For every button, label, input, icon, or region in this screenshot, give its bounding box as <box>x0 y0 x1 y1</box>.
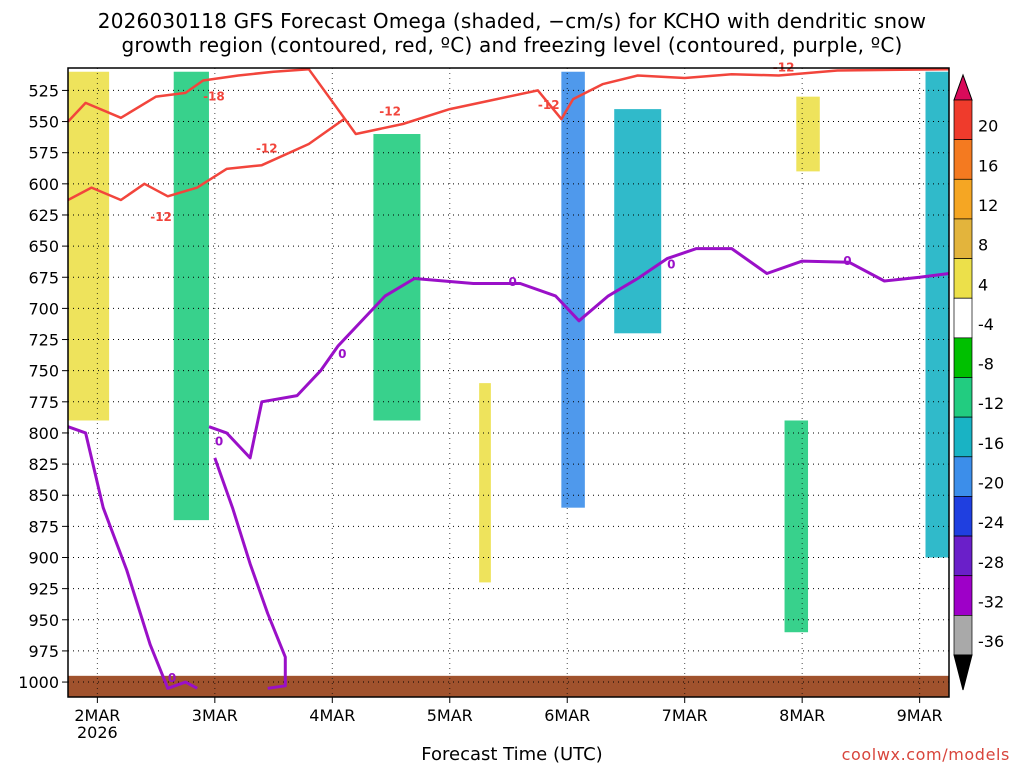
dgz-contour-label-0: -18 <box>203 89 225 103</box>
colorbar-top-arrow <box>953 73 973 101</box>
colorbar-segment-9 <box>953 416 973 458</box>
omega-shaded-region-0 <box>173 71 209 521</box>
y-tick-label-8: 725 <box>28 331 59 350</box>
omega-shaded-region-7 <box>479 383 491 583</box>
omega-shaded-region-2 <box>561 71 585 508</box>
omega-shaded-region-1 <box>373 134 421 421</box>
y-tick-label-5: 650 <box>28 237 59 256</box>
colorbar-label-3: 8 <box>978 236 988 255</box>
colorbar-segment-3 <box>953 178 973 220</box>
dgz-contour-lower <box>67 118 345 202</box>
y-tick-label-12: 825 <box>28 455 59 474</box>
colorbar-segment-4 <box>953 218 973 259</box>
y-tick-label-11: 800 <box>28 424 59 443</box>
freezing-level-contour-lower <box>213 457 287 690</box>
chart-title-line-1: 2026030118 GFS Forecast Omega (shaded, −… <box>97 9 927 33</box>
plot-frame <box>67 67 950 698</box>
colorbar-label-4: 4 <box>978 275 988 294</box>
colorbar-segment-8 <box>953 377 973 418</box>
y-tick-label-7: 700 <box>28 299 59 318</box>
x-tick-label-5: 7MAR <box>662 706 708 725</box>
y-tick-label-19: 1000 <box>18 673 59 692</box>
x-tick-label-2: 4MAR <box>309 706 355 725</box>
freezing-contour-label-2: 0 <box>667 258 675 272</box>
colorbar-segment-1 <box>953 99 973 140</box>
colorbar-segment-11 <box>953 496 973 537</box>
freezing-contour-label-3: 0 <box>843 254 851 268</box>
colorbar-label-5: -4 <box>978 315 994 334</box>
credit-link[interactable]: coolwx.com/models <box>841 745 1010 764</box>
y-tick-label-0: 525 <box>28 81 59 100</box>
dgz-contour-label-3: -12 <box>379 104 401 118</box>
omega-shaded-region-5 <box>925 71 949 558</box>
colorbar-label-1: 16 <box>978 156 998 175</box>
colorbar-label-2: 12 <box>978 196 998 215</box>
colorbar-label-12: -32 <box>978 592 1004 611</box>
freezing-level-contour-main <box>208 247 950 460</box>
ground-band <box>68 675 949 697</box>
dgz-contour-label-2: -12 <box>256 142 278 156</box>
freezing-level-contour-west <box>67 425 198 690</box>
dgz-contour-upper <box>67 67 950 136</box>
colorbar-segment-13 <box>953 575 973 616</box>
colorbar-segment-12 <box>953 535 973 577</box>
colorbar-segment-2 <box>953 139 973 180</box>
dgz-contour-label-4: -12 <box>538 98 560 112</box>
x-tick-label-7: 9MAR <box>897 706 943 725</box>
y-tick-label-17: 950 <box>28 611 59 630</box>
colorbar-label-9: -20 <box>978 474 1004 493</box>
y-tick-label-1: 550 <box>28 113 59 132</box>
freezing-contour-label-1: 0 <box>509 275 517 289</box>
x-axis-title: Forecast Time (UTC) <box>421 744 603 765</box>
y-tick-label-15: 900 <box>28 548 59 567</box>
x-tick-label-1: 3MAR <box>192 706 238 725</box>
dgz-contour-label-1: -12 <box>150 210 172 224</box>
y-tick-label-14: 875 <box>28 517 59 536</box>
y-tick-label-2: 575 <box>28 144 59 163</box>
omega-shaded-region-8 <box>796 96 820 172</box>
y-tick-label-16: 925 <box>28 580 59 599</box>
x-tick-label-4: 6MAR <box>544 706 590 725</box>
chart-title-line-2: growth region (contoured, red, ºC) and f… <box>121 33 903 57</box>
colorbar-label-7: -12 <box>978 394 1004 413</box>
y-tick-label-10: 775 <box>28 393 59 412</box>
colorbar-label-13: -36 <box>978 632 1004 651</box>
colorbar-segment-14 <box>953 615 973 656</box>
y-tick-label-13: 850 <box>28 486 59 505</box>
freezing-contour-label-4: 0 <box>215 434 223 448</box>
x-tick-label-6: 8MAR <box>779 706 825 725</box>
x-tick-sublabel: 2026 <box>77 723 118 742</box>
colorbar-bottom-arrow <box>953 654 973 691</box>
colorbar-label-11: -28 <box>978 553 1004 572</box>
y-tick-label-4: 625 <box>28 206 59 225</box>
x-tick-label-0: 2MAR <box>74 706 120 725</box>
freezing-contour-label-5: 0 <box>168 671 176 685</box>
y-tick-label-3: 600 <box>28 175 59 194</box>
colorbar-label-8: -16 <box>978 434 1004 453</box>
colorbar-segment-7 <box>953 337 973 378</box>
colorbar-label-6: -8 <box>978 355 994 374</box>
colorbar-label-10: -24 <box>978 513 1004 532</box>
y-tick-label-9: 750 <box>28 362 59 381</box>
colorbar-segment-10 <box>953 456 973 497</box>
y-tick-label-18: 975 <box>28 642 59 661</box>
colorbar-label-0: 20 <box>978 117 998 136</box>
y-tick-label-6: 675 <box>28 268 59 287</box>
colorbar-segment-5 <box>953 258 973 299</box>
colorbar-segment-6 <box>953 297 973 339</box>
x-tick-label-3: 5MAR <box>427 706 473 725</box>
freezing-contour-label-0: 0 <box>338 347 346 361</box>
omega-shaded-region-3 <box>614 109 662 334</box>
